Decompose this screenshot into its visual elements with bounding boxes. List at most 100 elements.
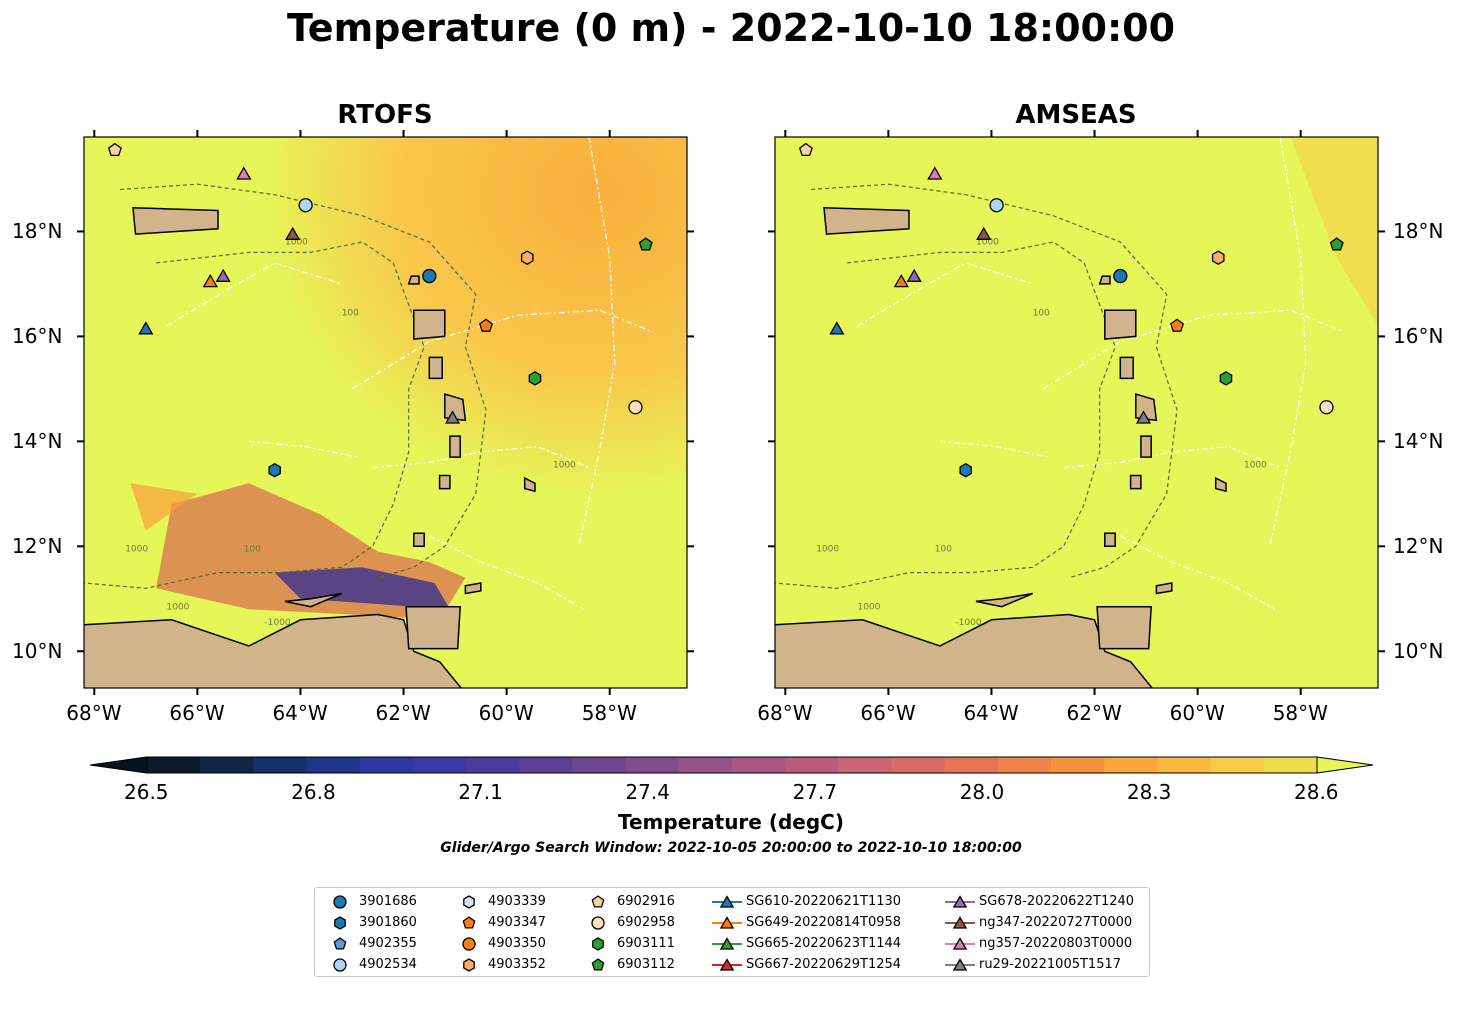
colorbar [89, 756, 1374, 774]
legend-label: 6902916 [617, 894, 675, 909]
legend-marker-4902355 [333, 937, 347, 950]
marker-4902534 [298, 198, 313, 213]
y-tick-label-left: 18°N [12, 219, 63, 244]
marker-6902916 [107, 142, 122, 157]
island [405, 605, 461, 650]
contour-label: -1000 [264, 618, 290, 628]
panel-title-amseas: AMSEAS [1015, 100, 1137, 130]
colorbar-tick-label: 27.1 [458, 780, 503, 804]
marker-6903112 [638, 237, 653, 251]
y-tick-label-left: 16°N [12, 324, 63, 349]
marker-SG678-20220622T1240 [215, 268, 231, 282]
contour-100 [811, 183, 1178, 579]
x-tick-label: 58°W [581, 701, 637, 725]
legend-marker-SG665-20220623T1144 [719, 937, 735, 950]
legend-marker-6903112 [591, 958, 605, 971]
eez-boundary [351, 309, 652, 390]
island [1119, 356, 1134, 380]
marker-ng357-20220803T0000 [236, 166, 252, 180]
main-title: Temperature (0 m) - 2022-10-10 18:00:00 [286, 6, 1176, 50]
marker-3901860 [959, 462, 972, 478]
colorbar-segment [838, 757, 893, 773]
south-america-land [775, 613, 1154, 688]
eez-boundary [1042, 309, 1343, 390]
legend-label: SG665-20220623T1144 [746, 936, 902, 951]
contour-label: 1000 [816, 545, 839, 555]
float-markers [107, 142, 1344, 478]
colorbar-segment [732, 757, 786, 773]
island [132, 207, 219, 235]
marker-SG610-20220621T1130 [138, 321, 154, 335]
island [1104, 532, 1116, 548]
colorbar-segment [412, 757, 467, 773]
legend-label: 4902534 [359, 957, 417, 972]
colorbar-segment [572, 757, 627, 773]
contour-label: 100 [244, 545, 261, 555]
legend-marker-3901860 [334, 916, 346, 930]
eez-boundary [429, 535, 585, 610]
legend-marker-6902958 [591, 916, 605, 930]
legend-marker-4903339 [463, 895, 475, 909]
map-frame [83, 136, 688, 689]
x-tick-label: 66°W [860, 701, 916, 725]
legend: 3901686 3901860 4902355 4902534 4903339 49033… [314, 887, 1150, 977]
marker-ru29-20221005T1517 [1135, 410, 1152, 424]
legend-label: 6902958 [617, 915, 675, 930]
colorbar-segment [944, 757, 999, 773]
legend-marker-ru29-20221005T1517 [952, 958, 968, 971]
island [975, 592, 1033, 608]
colorbar-segment [359, 757, 414, 773]
island [284, 592, 342, 608]
colorbar-segment [1051, 757, 1105, 773]
y-tick-label-left: 12°N [12, 534, 63, 559]
colorbar-segment [1157, 757, 1212, 773]
colorbar-label: Temperature (degC) [618, 810, 844, 834]
colorbar-segment [1104, 757, 1158, 773]
map-figure: 1000 100 1000 -1000 1000 1000 100 1000 100 1000 -1… [77, 130, 1385, 695]
contour-label: 100 [935, 545, 952, 555]
contour-1000 [84, 241, 425, 589]
marker-6902916 [798, 142, 813, 157]
island [523, 476, 536, 493]
amseas-map [775, 137, 1378, 688]
colorbar-segment [625, 757, 680, 773]
contour-1000 [775, 241, 1116, 589]
colorbar-extend-low [89, 756, 148, 774]
legend-label: ru29-20221005T1517 [979, 957, 1122, 972]
marker-6903112 [1329, 237, 1344, 251]
legend-label: 6903111 [617, 936, 675, 951]
marker-6902958 [1319, 400, 1334, 415]
contour-label: 1000 [125, 545, 148, 555]
legend-marker-3901686 [333, 895, 347, 909]
marker-4903347 [1170, 318, 1184, 332]
colorbar-segment [200, 757, 254, 773]
contour-label: 1000 [976, 238, 999, 248]
marker-ng347-20220727T0000 [976, 226, 992, 240]
legend-marker-6903111 [592, 937, 604, 951]
legend-marker-4903352 [463, 958, 475, 972]
warm-streak [130, 483, 198, 531]
rtofs-map [84, 137, 687, 688]
legend-label: 3901686 [359, 894, 417, 909]
colorbar-tick-label: 26.5 [124, 780, 169, 804]
island [1104, 309, 1137, 340]
legend-marker-4903350 [462, 937, 476, 951]
eez-boundary [1063, 445, 1281, 469]
island [444, 393, 467, 422]
y-tick-label-right: 16°N [1393, 324, 1444, 349]
marker-SG649-20220814T0958 [893, 273, 909, 288]
colorbar-tick-label: 27.7 [792, 780, 838, 804]
legend-label: 4902355 [359, 936, 417, 951]
legend-marker-SG678-20220622T1240 [952, 895, 968, 908]
eez-boundary [166, 262, 342, 327]
x-tick-label: 68°W [757, 701, 813, 725]
colorbar-segment [1263, 757, 1318, 773]
contour-label: 1000 [553, 461, 576, 471]
colorbar-segment [891, 757, 946, 773]
contour-label: 1000 [285, 238, 308, 248]
colorbar-segment [466, 757, 520, 773]
marker-6902958 [628, 400, 643, 415]
legend-label: 3901860 [359, 915, 417, 930]
y-tick-label-left: 10°N [12, 639, 63, 664]
island [407, 275, 420, 285]
